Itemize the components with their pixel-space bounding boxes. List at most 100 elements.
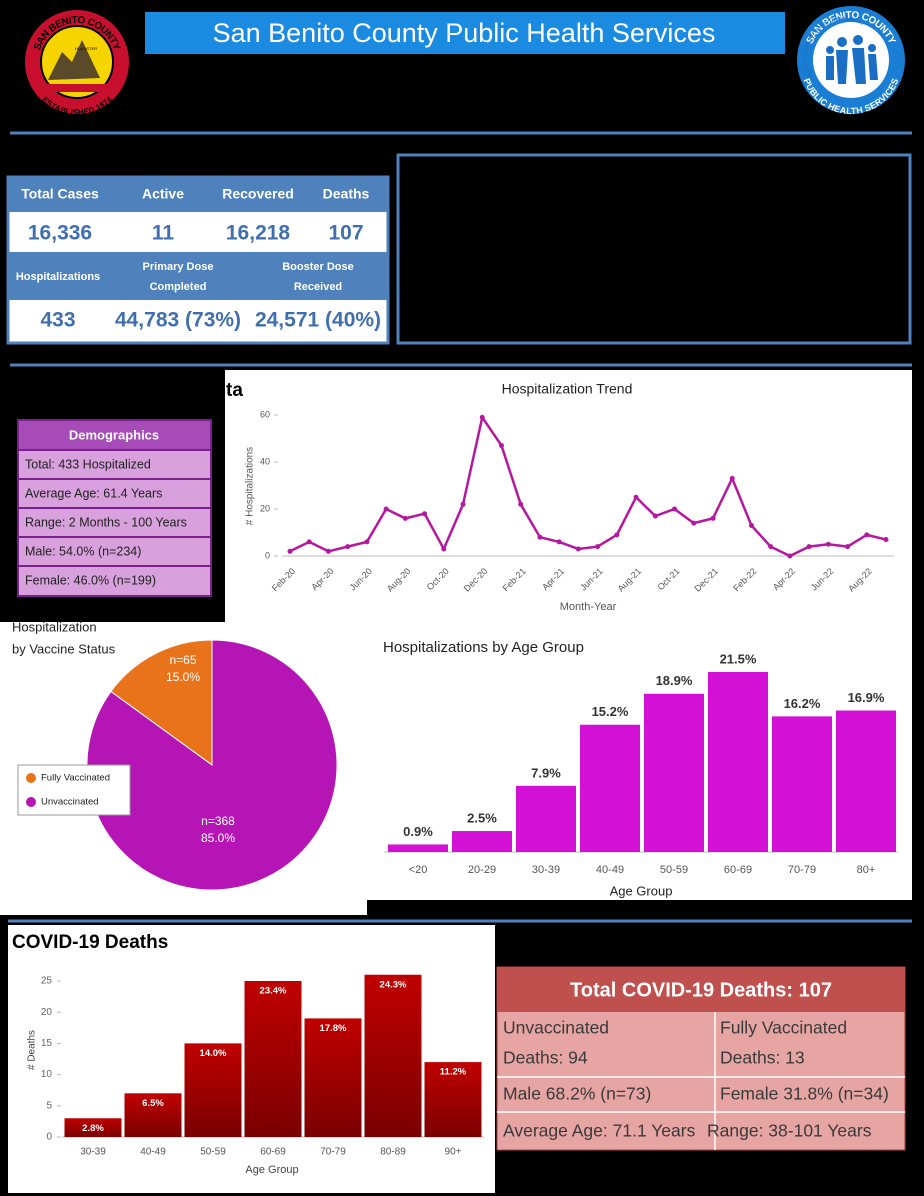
deaths-table: Total COVID-19 Deaths: 107 Unvaccinated …	[496, 966, 906, 1151]
axis-title: Month-Year	[560, 601, 617, 613]
chart-title: by Vaccine Status	[12, 641, 116, 656]
data-label: 17.8%	[320, 1023, 347, 1034]
bar	[64, 1118, 122, 1137]
data-label: 18.9%	[656, 673, 693, 688]
point	[691, 520, 697, 526]
data-label: 15.2%	[592, 704, 629, 719]
summary-table: Total Cases Active Recovered Deaths 16,3…	[6, 175, 390, 345]
data-label: 24.3%	[380, 979, 407, 990]
x-tick-label: 70-79	[320, 1147, 346, 1158]
x-tick-label: 80+	[857, 864, 876, 876]
summary-header: Deaths	[323, 186, 370, 202]
legend	[17, 764, 131, 816]
data-label: 14.0%	[200, 1048, 227, 1059]
y-tick-label: 20	[41, 1007, 53, 1018]
summary-value: 44,783 (73%)	[115, 309, 241, 332]
point	[614, 532, 620, 538]
x-tick-label: 40-49	[140, 1147, 166, 1158]
summary-header: Active	[142, 186, 184, 202]
demographics-title: Demographics	[69, 427, 159, 442]
bar	[516, 785, 576, 852]
y-tick-label: 25	[41, 976, 53, 987]
data-label: n=65	[169, 653, 196, 667]
x-tick-label: 50-59	[660, 864, 688, 876]
y-tick-label: 5	[46, 1100, 52, 1111]
point	[825, 541, 831, 547]
pie-slice	[110, 639, 213, 766]
bar	[836, 710, 896, 852]
point	[325, 548, 331, 554]
bar	[388, 844, 448, 852]
x-tick-label: 60-69	[724, 864, 752, 876]
bar	[364, 974, 422, 1137]
summary-value: 24,571 (40%)	[255, 309, 381, 332]
trend-line	[289, 414, 887, 558]
point	[672, 506, 678, 512]
point	[883, 537, 889, 543]
deaths-table-cell: Deaths: 94	[503, 1048, 588, 1068]
summary-header: Hospitalizations	[16, 271, 100, 283]
deaths-table-cell: Female 31.8% (n=34)	[720, 1084, 889, 1104]
x-tick-label: 70-79	[788, 864, 816, 876]
point	[864, 532, 870, 538]
axis-title: Age Group	[610, 883, 673, 898]
legend-label: Unvaccinated	[41, 797, 99, 808]
summary-header: Received	[294, 281, 342, 293]
point	[345, 544, 351, 550]
panel	[225, 370, 912, 622]
demographics-row: Average Age: 61.4 Years	[25, 486, 162, 500]
chart-title: Hospitalization Trend	[502, 381, 633, 397]
deaths-table-cell: Male 68.2% (n=73)	[503, 1084, 651, 1104]
demographics-row: Range: 2 Months - 100 Years	[25, 515, 187, 529]
point	[748, 522, 754, 528]
summary-header: Completed	[150, 281, 207, 293]
bar	[644, 693, 704, 852]
demographics-row: Female: 46.0% (n=199)	[25, 573, 156, 587]
y-tick-label: 0	[265, 550, 270, 560]
point	[422, 511, 428, 517]
data-label: 15.0%	[166, 670, 200, 684]
chart-title: Hospitalization	[12, 619, 97, 634]
data-label: 2.8%	[82, 1123, 104, 1134]
logo-text: HOLLISTER	[75, 46, 97, 51]
bar	[184, 1043, 242, 1137]
point	[479, 414, 485, 420]
axis-title: # Deaths	[27, 1030, 38, 1070]
y-tick-label: 15	[41, 1038, 53, 1049]
data-label: 85.0%	[201, 831, 235, 845]
data-label: 2.5%	[467, 811, 497, 826]
bar	[244, 980, 302, 1137]
legend-swatch	[26, 773, 36, 783]
summary-value: 433	[40, 309, 75, 332]
demographics-row: Male: 54.0% (n=234)	[25, 544, 141, 558]
point	[287, 548, 293, 554]
summary-header: Primary Dose	[143, 261, 214, 273]
point	[518, 501, 524, 507]
data-label: 16.2%	[784, 696, 821, 711]
x-tick-label: 50-59	[200, 1147, 226, 1158]
data-label: 6.5%	[142, 1098, 164, 1109]
bar	[424, 1062, 482, 1137]
point	[595, 544, 601, 550]
chart-title: Hospitalizations by Age Group	[383, 639, 584, 656]
bar	[708, 672, 768, 852]
point	[556, 539, 562, 545]
point	[537, 534, 543, 540]
summary-header: Total Cases	[21, 186, 99, 202]
point	[710, 515, 716, 521]
point	[768, 544, 774, 550]
summary-header: Booster Dose	[282, 261, 354, 273]
banner	[145, 12, 785, 54]
point	[364, 539, 370, 545]
y-tick-label: 20	[260, 503, 270, 513]
x-tick-label: 80-89	[380, 1147, 406, 1158]
x-tick-label: 20-29	[468, 864, 496, 876]
deaths-table-title: Total COVID-19 Deaths: 107	[570, 979, 832, 1001]
deaths-table-cell: Unvaccinated	[503, 1018, 609, 1038]
point	[402, 515, 408, 521]
blank-panel	[396, 153, 912, 345]
point	[633, 494, 639, 500]
deaths-table-cell: Fully Vaccinated	[720, 1018, 847, 1038]
data-label: 7.9%	[531, 765, 561, 780]
